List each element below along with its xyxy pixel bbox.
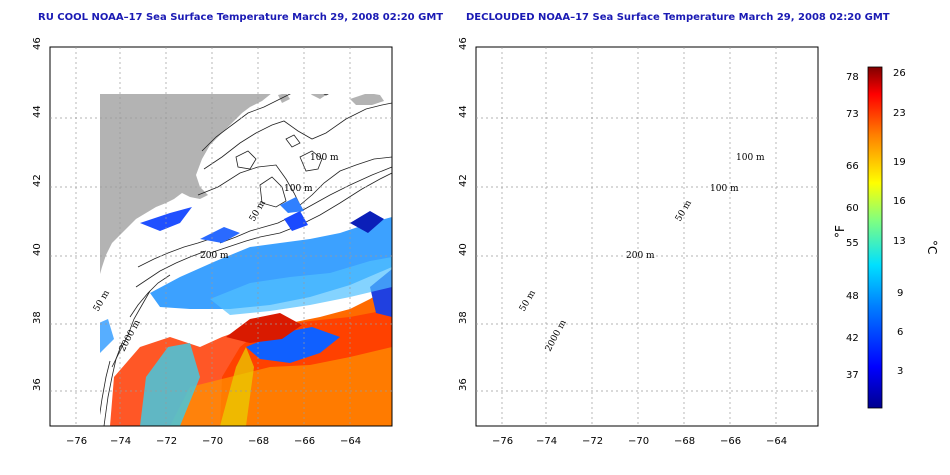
lat-tick: 38: [458, 311, 469, 324]
lon-tick: −74: [536, 436, 557, 447]
fahrenheit-tick: 55: [846, 238, 859, 249]
contour-label: 50 m: [518, 288, 538, 313]
left-map-title: RU COOL NOAA–17 Sea Surface Temperature …: [38, 12, 444, 23]
left-x-axis: −76 −74 −72 −70 −68 −66 −64: [66, 436, 361, 447]
celsius-tick: 13: [893, 236, 906, 247]
lon-tick: −64: [340, 436, 361, 447]
contour-label: 200 m: [200, 251, 229, 261]
fahrenheit-tick: 42: [846, 333, 859, 344]
lat-tick: 40: [458, 243, 469, 256]
celsius-tick: 19: [893, 157, 906, 168]
fahrenheit-tick: 48: [846, 291, 859, 302]
sst-raw-overlay: [100, 197, 392, 426]
contour-label: 50 m: [674, 198, 694, 223]
lat-tick: 40: [32, 243, 43, 256]
lon-tick: −76: [492, 436, 513, 447]
celsius-tick: 23: [893, 108, 906, 119]
lon-tick: −70: [628, 436, 649, 447]
lon-tick: −66: [294, 436, 315, 447]
fahrenheit-tick: 66: [846, 161, 859, 172]
celsius-tick: 3: [897, 366, 903, 377]
contour-label: 100 m: [310, 153, 339, 163]
left-y-axis: 36 38 40 42 44 46: [32, 37, 43, 391]
fahrenheit-tick: 37: [846, 370, 859, 381]
lat-tick: 44: [458, 105, 469, 118]
right-map-title: DECLOUDED NOAA–17 Sea Surface Temperatur…: [466, 12, 890, 23]
right-map: 100 m 100 m 50 m 200 m 50 m 2000 m −76 −…: [458, 37, 819, 447]
contour-label: 100 m: [736, 153, 765, 163]
lon-tick: −74: [110, 436, 131, 447]
contour-label: 100 m: [284, 184, 313, 194]
lon-tick: −72: [582, 436, 603, 447]
contour-label: 200 m: [626, 251, 655, 261]
lat-tick: 42: [32, 174, 43, 187]
celsius-tick: 6: [897, 327, 903, 338]
lon-tick: −68: [248, 436, 269, 447]
celsius-tick: 26: [893, 68, 906, 79]
lon-tick: −76: [66, 436, 87, 447]
celsius-unit-label: °C: [925, 240, 939, 254]
lon-tick: −68: [674, 436, 695, 447]
left-map: 100 m 100 m 50 m 200 m 50 m 2000 m −76 −…: [32, 37, 393, 447]
fahrenheit-unit-label: °F: [833, 225, 847, 238]
celsius-tick: 16: [893, 196, 906, 207]
fahrenheit-tick: 78: [846, 72, 859, 83]
lat-tick: 38: [32, 311, 43, 324]
contour-label: 100 m: [710, 184, 739, 194]
fahrenheit-tick: 60: [846, 203, 859, 214]
lon-tick: −66: [720, 436, 741, 447]
sst-declouded-overlay: [486, 211, 818, 426]
lat-tick: 44: [32, 105, 43, 118]
celsius-tick: 9: [897, 288, 903, 299]
lat-tick: 36: [458, 378, 469, 391]
right-y-axis: 36 38 40 42 44 46: [458, 37, 469, 391]
lat-tick: 46: [32, 37, 43, 50]
fahrenheit-tick: 73: [846, 109, 859, 120]
lat-tick: 36: [32, 378, 43, 391]
temperature-colorbar: 78 73 66 60 55 48 42 37 26 23 19 16 13 9…: [833, 66, 939, 409]
lat-tick: 46: [458, 37, 469, 50]
right-x-axis: −76 −74 −72 −70 −68 −66 −64: [492, 436, 787, 447]
lon-tick: −72: [156, 436, 177, 447]
contour-label: 2000 m: [544, 318, 569, 353]
lat-tick: 42: [458, 174, 469, 187]
lon-tick: −64: [766, 436, 787, 447]
lon-tick: −70: [202, 436, 223, 447]
